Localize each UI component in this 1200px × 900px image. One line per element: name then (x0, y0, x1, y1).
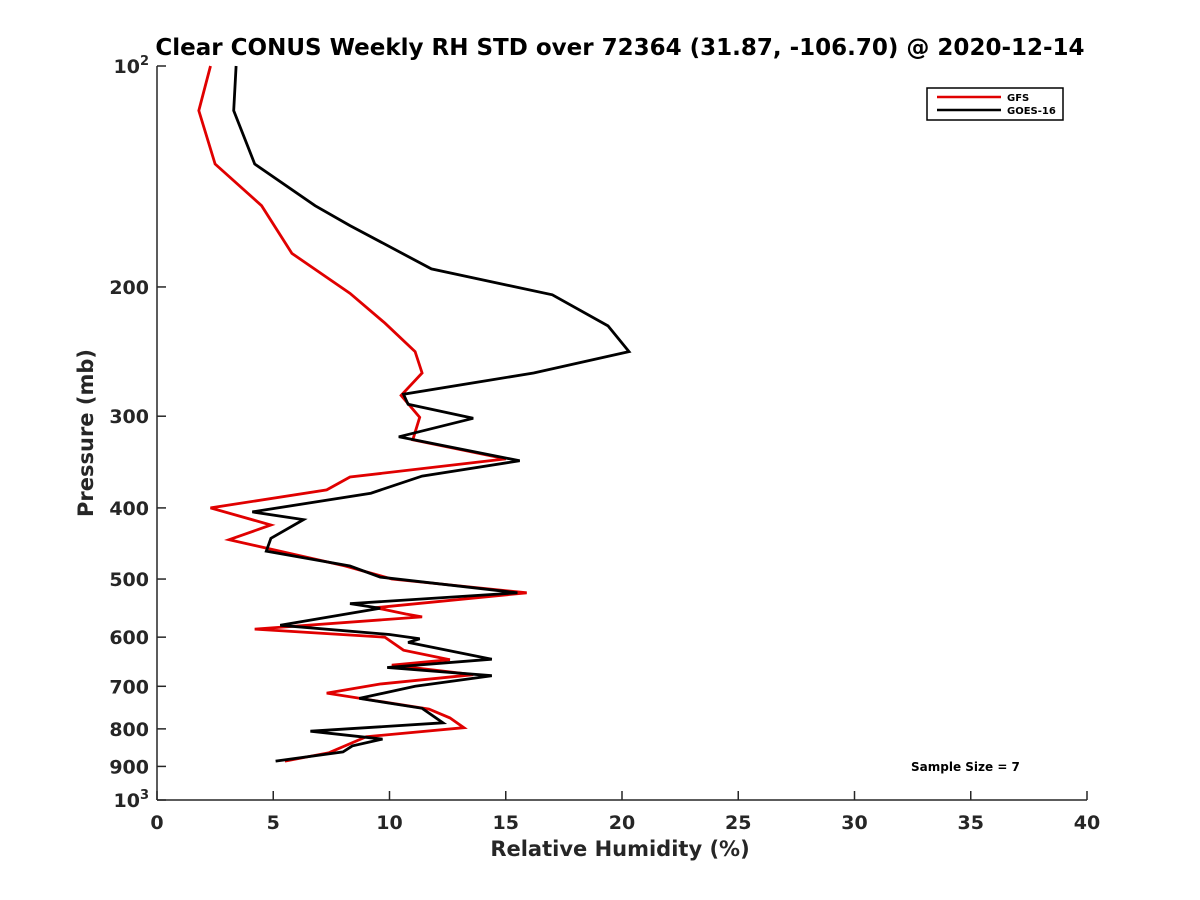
y-tick-label-exponent: 2 (140, 54, 149, 69)
y-tick-label: 600 (109, 627, 149, 649)
y-tick-label: 400 (109, 498, 149, 520)
y-tick-label: 700 (109, 676, 149, 698)
chart-title: Clear CONUS Weekly RH STD over 72364 (31… (155, 35, 1084, 61)
x-tick-label: 25 (725, 812, 751, 834)
y-tick-label-base: 10 (114, 56, 140, 78)
x-tick-label: 10 (376, 812, 402, 834)
y-tick-label: 102 (114, 54, 150, 78)
sample-size-annotation: Sample Size = 7 (911, 760, 1020, 774)
y-tick-label: 900 (109, 756, 149, 778)
y-tick-label: 200 (109, 277, 149, 299)
y-axis-label: Pressure (mb) (74, 349, 98, 517)
y-tick-label: 500 (109, 569, 149, 591)
series-line-goes-16 (232, 65, 632, 763)
legend-gfs-label: GFS (1007, 93, 1029, 104)
x-tick-label: 0 (150, 812, 163, 834)
series-layer (197, 65, 632, 763)
x-tick-label: 20 (609, 812, 635, 834)
legend-goes16-label: GOES-16 (1007, 106, 1056, 117)
x-tick-label: 40 (1074, 812, 1100, 834)
legend-box (926, 87, 1064, 121)
x-tick-label: 30 (841, 812, 867, 834)
x-tick-label: 35 (958, 812, 984, 834)
y-tick-label: 103 (114, 788, 150, 812)
x-tick-label: 5 (267, 812, 280, 834)
y-tick-label-exponent: 3 (140, 788, 149, 803)
x-ticks: 0 5 10 15 20 25 30 35 40 (150, 791, 1100, 834)
y-tick-label: 800 (109, 719, 149, 741)
y-tick-label-base: 10 (114, 790, 140, 812)
legend: GFS GOES-16 (926, 87, 1064, 121)
y-tick-label: 300 (109, 406, 149, 428)
x-tick-label: 15 (493, 812, 519, 834)
x-axis-label: Relative Humidity (%) (490, 837, 749, 861)
